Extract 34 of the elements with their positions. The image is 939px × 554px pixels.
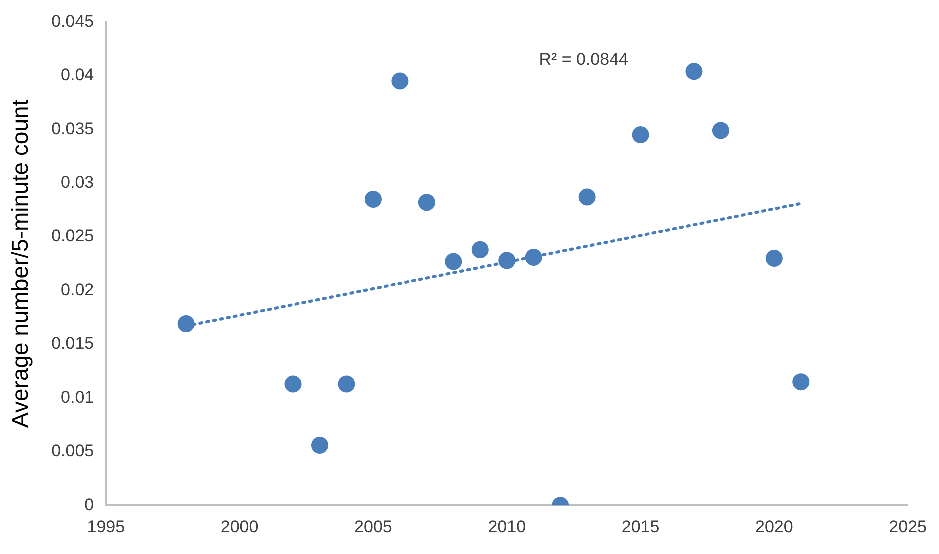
x-tick-label: 2015 xyxy=(622,517,660,536)
x-tick-label: 2005 xyxy=(354,517,392,536)
point xyxy=(472,241,489,258)
point xyxy=(392,72,409,90)
x-tick-label: 2025 xyxy=(889,517,928,536)
point xyxy=(364,190,382,208)
point xyxy=(632,126,650,144)
point xyxy=(178,316,195,333)
point xyxy=(338,376,356,393)
y-tick-label: 0.01 xyxy=(61,388,94,407)
y-tick-label: 0.015 xyxy=(52,334,94,354)
y-tick-label: 0 xyxy=(84,495,94,514)
y-tick-label: 0.025 xyxy=(52,226,94,246)
x-tick-label: 1995 xyxy=(87,517,126,536)
y-tick-label: 0.03 xyxy=(61,173,94,192)
y-tick-label: 0.035 xyxy=(52,119,94,138)
point xyxy=(792,374,810,391)
point xyxy=(445,253,462,270)
point xyxy=(284,376,302,393)
x-tick-label: 2010 xyxy=(488,517,526,536)
point xyxy=(766,250,783,268)
y-tick-label: 0.045 xyxy=(52,12,94,31)
point xyxy=(712,122,730,140)
point xyxy=(578,188,596,206)
x-tick-label: 2000 xyxy=(220,517,259,536)
y-axis-title: Average number/5-minute count xyxy=(7,99,34,428)
point xyxy=(311,436,328,454)
y-tick-label: 0.04 xyxy=(61,66,94,85)
point xyxy=(418,194,436,212)
point xyxy=(686,63,703,80)
y-tick-label: 0.005 xyxy=(52,442,94,461)
y-tick-label: 0.02 xyxy=(61,280,94,300)
x-tick-label: 2020 xyxy=(756,517,794,536)
annotation: R² = 0.0844 xyxy=(539,50,629,69)
